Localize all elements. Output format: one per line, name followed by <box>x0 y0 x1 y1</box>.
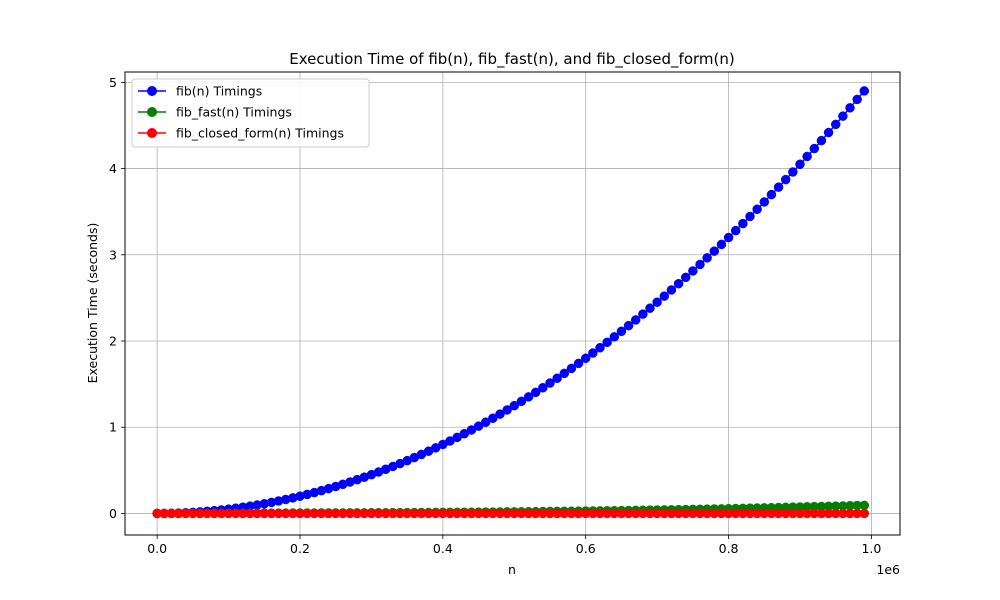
legend-entry-label: fib_closed_form(n) Timings <box>176 126 344 141</box>
data-point <box>788 167 798 177</box>
legend-swatch-marker <box>147 107 157 117</box>
data-point <box>816 135 827 146</box>
data-point <box>795 159 805 170</box>
data-point <box>609 332 620 342</box>
data-point <box>502 405 512 415</box>
data-point <box>480 417 491 427</box>
data-point <box>723 232 734 243</box>
data-point <box>752 204 762 215</box>
data-point <box>830 119 841 130</box>
data-point <box>759 197 770 207</box>
data-point <box>859 508 870 519</box>
plot-border <box>124 71 901 536</box>
data-point <box>852 94 862 105</box>
data-point <box>495 409 505 419</box>
data-point <box>623 320 634 331</box>
legend-entry-label: fib_fast(n) Timings <box>176 105 292 120</box>
y-tick-label: 0 <box>109 506 117 521</box>
data-point <box>702 253 712 263</box>
data-point <box>573 358 584 369</box>
x-tick-label: 0.4 <box>433 541 453 556</box>
y-tick-label: 3 <box>109 247 117 262</box>
series-1 <box>152 86 870 519</box>
y-tick-label: 4 <box>109 161 117 176</box>
y-axis-label: Execution Time (seconds) <box>85 223 100 384</box>
data-point <box>538 382 548 393</box>
data-point <box>595 342 605 353</box>
legend-swatch-marker <box>147 128 157 138</box>
plot-area <box>125 72 900 535</box>
data-point <box>859 86 870 96</box>
chart-title: Execution Time of fib(n), fib_fast(n), a… <box>289 50 734 69</box>
data-point <box>745 211 755 222</box>
data-point <box>688 266 698 276</box>
data-point <box>695 259 705 270</box>
data-point <box>738 218 748 229</box>
data-point <box>802 151 812 162</box>
data-point <box>652 297 662 307</box>
data-point <box>552 373 562 383</box>
data-point <box>673 278 684 289</box>
data-point <box>845 103 855 113</box>
data-point <box>602 337 612 348</box>
x-tick-label: 0.6 <box>576 541 596 556</box>
data-point <box>838 111 848 121</box>
y-tick-label: 5 <box>109 75 117 90</box>
data-point <box>580 353 591 363</box>
data-point <box>638 309 648 319</box>
data-point <box>630 315 641 325</box>
data-point <box>516 396 527 407</box>
x-tick-label: 0.2 <box>290 541 310 556</box>
data-point <box>645 303 655 313</box>
y-axis-ticks: 0 1 2 3 4 5 <box>109 75 125 521</box>
data-point <box>616 326 627 337</box>
legend-box <box>131 78 370 148</box>
data-point <box>773 182 784 192</box>
data-point <box>509 400 520 411</box>
y-tick-label: 1 <box>109 420 117 435</box>
data-point <box>680 272 691 283</box>
series-3 <box>152 508 870 519</box>
x-tick-label: 0.8 <box>719 541 739 556</box>
y-tick-label: 2 <box>109 334 117 349</box>
data-point <box>730 225 741 236</box>
x-tick-label: 0.0 <box>147 541 167 556</box>
data-point <box>823 127 834 138</box>
data-point <box>716 239 727 250</box>
legend-swatch-marker <box>147 86 157 96</box>
data-point <box>559 368 570 379</box>
data-point <box>859 500 870 511</box>
data-point <box>709 246 720 256</box>
data-point <box>780 174 791 185</box>
data-point <box>659 291 670 301</box>
series-layer <box>152 86 870 519</box>
data-point <box>530 387 541 398</box>
legend-entry-label: fib(n) Timings <box>176 84 262 99</box>
x-axis-ticks: 0.0 0.2 0.4 0.6 0.8 1.0 <box>147 535 881 556</box>
x-axis-label: n <box>508 562 516 577</box>
data-point <box>523 392 534 402</box>
data-point <box>545 378 555 388</box>
x-tick-label: 1.0 <box>861 541 881 556</box>
data-point <box>566 363 577 374</box>
data-point <box>809 143 820 154</box>
data-point <box>588 348 598 358</box>
data-point <box>666 285 677 295</box>
data-point <box>766 189 777 200</box>
data-point <box>488 413 498 423</box>
legend: fib(n) Timings fib_fast(n) Timings fib_clo… <box>131 78 370 148</box>
x-axis-offset-label: 1e6 <box>876 562 900 577</box>
